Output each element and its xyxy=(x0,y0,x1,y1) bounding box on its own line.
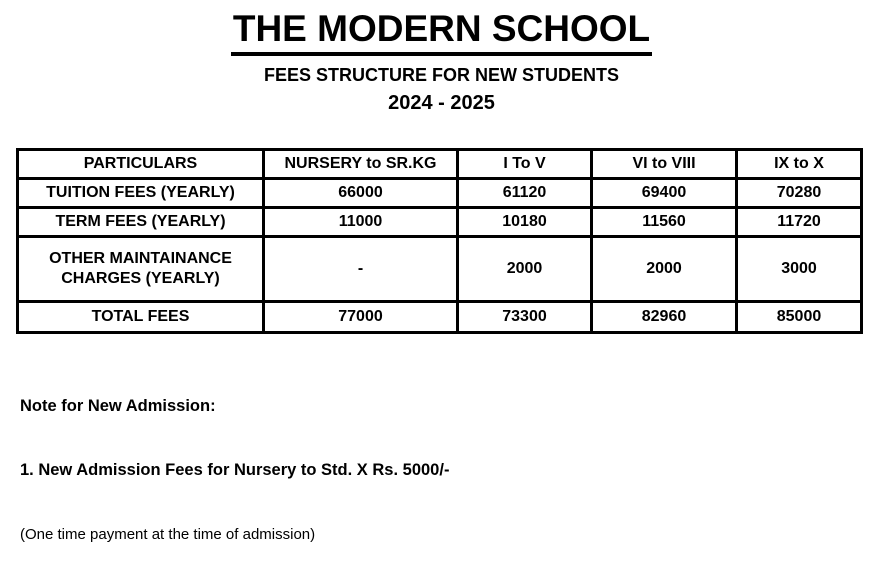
row-label-tuition-fees: TUITION FEES (YEARLY) xyxy=(16,176,265,209)
col-header-vi-to-viii: VI to VIII xyxy=(590,147,738,180)
notes-section: Note for New Admission: 1. New Admission… xyxy=(20,360,883,587)
total-fees-i-v: 73300 xyxy=(456,299,593,334)
col-header-nursery-srkg: NURSERY to SR.KG xyxy=(262,147,459,180)
row-label-other-maintainance: OTHER MAINTAINANCE CHARGES (YEARLY) xyxy=(16,234,265,303)
maintainance-nursery: - xyxy=(262,234,459,303)
total-fees-nursery: 77000 xyxy=(262,299,459,334)
notes-heading: Note for New Admission: xyxy=(20,396,216,415)
document-subtitle: FEES STRUCTURE FOR NEW STUDENTS xyxy=(263,64,619,85)
document-header: THE MODERN SCHOOL FEES STRUCTURE FOR NEW… xyxy=(0,0,883,115)
table-row-other-maintainance: OTHER MAINTAINANCE CHARGES (YEARLY) - 20… xyxy=(16,234,863,303)
tuition-fees-ix-x: 70280 xyxy=(735,176,863,209)
total-fees-ix-x: 85000 xyxy=(735,299,863,334)
table-row-tuition-fees: TUITION FEES (YEARLY) 66000 61120 69400 … xyxy=(16,176,863,209)
school-title: THE MODERN SCHOOL xyxy=(0,9,883,56)
note-item-1-detail: (One time payment at the time of admissi… xyxy=(20,525,316,543)
col-header-ix-to-x: IX to X xyxy=(735,147,863,180)
tuition-fees-nursery: 66000 xyxy=(262,176,459,209)
total-fees-vi-viii: 82960 xyxy=(590,299,738,334)
term-fees-ix-x: 11720 xyxy=(735,205,863,238)
term-fees-vi-viii: 11560 xyxy=(590,205,738,238)
tuition-fees-i-v: 61120 xyxy=(456,176,593,209)
row-label-total-fees: TOTAL FEES xyxy=(16,299,265,334)
maintainance-ix-x: 3000 xyxy=(735,234,863,303)
academic-year: 2024 - 2025 xyxy=(388,91,495,114)
term-fees-nursery: 11000 xyxy=(262,205,459,238)
tuition-fees-vi-viii: 69400 xyxy=(590,176,738,209)
table-row-term-fees: TERM FEES (YEARLY) 11000 10180 11560 117… xyxy=(16,205,863,238)
col-header-i-to-v: I To V xyxy=(456,147,593,180)
school-title-text: THE MODERN SCHOOL xyxy=(230,9,653,56)
col-header-particulars: PARTICULARS xyxy=(16,147,265,180)
note-item-1: 1. New Admission Fees for Nursery to Std… xyxy=(20,460,450,479)
table-row-total-fees: TOTAL FEES 77000 73300 82960 85000 xyxy=(16,299,863,334)
fees-table: PARTICULARS NURSERY to SR.KG I To V VI t… xyxy=(16,147,863,334)
row-label-term-fees: TERM FEES (YEARLY) xyxy=(16,205,265,238)
maintainance-vi-viii: 2000 xyxy=(590,234,738,303)
maintainance-i-v: 2000 xyxy=(456,234,593,303)
table-header-row: PARTICULARS NURSERY to SR.KG I To V VI t… xyxy=(16,147,863,180)
term-fees-i-v: 10180 xyxy=(456,205,593,238)
